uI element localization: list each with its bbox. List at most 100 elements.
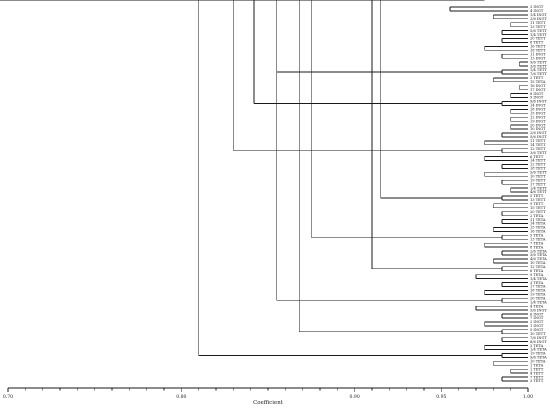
leaf-label: 19 TETA — [530, 352, 546, 356]
leaf-label: 6 TETT — [530, 155, 544, 159]
leaf-label: 12 TETT — [530, 163, 546, 167]
leaf-label: 3 TETA — [530, 344, 544, 348]
leaf-label: 10 TETT — [530, 174, 546, 178]
leaf-label: 1/4 TETA — [530, 277, 547, 281]
leaf-label: 4 TETA — [530, 304, 544, 308]
leaf-label: 13 TETA — [530, 237, 546, 241]
leaf-label: 5 TETA — [530, 234, 544, 238]
leaf-label: 9 TETA — [530, 273, 544, 277]
leaf-label: 10 TETA — [530, 360, 546, 364]
leaf-label: 8 TETT — [530, 41, 544, 45]
leaf-label: 16 TETT — [530, 45, 546, 49]
leaf-label: 9/6 INGT — [530, 100, 547, 104]
leaf-label: 12 TETT — [530, 147, 546, 151]
leaf-label: 20 INGT — [530, 123, 546, 127]
tick-label: 0.95 — [436, 394, 446, 400]
leaf-label: 5 TETT — [530, 194, 544, 198]
leaf-label: 4/6 TETA — [530, 257, 547, 261]
leaf-label: 4 INGT — [530, 9, 544, 13]
leaf-label: 1/4 TETA — [530, 348, 547, 352]
leaf-label: 2 INGT — [530, 320, 544, 324]
leaf-label: 20 TETT — [530, 210, 546, 214]
leaf-label: 10 TETT — [530, 332, 546, 336]
leaf-label: 4/6 TETT — [530, 190, 547, 194]
leaf-label: 13 TETT — [530, 25, 546, 29]
leaf-label: 1 INGT — [530, 324, 544, 328]
leaf-label: 14 TETT — [530, 159, 546, 163]
leaf-label: 5/6 TETT — [530, 29, 547, 33]
leaf-label: 8 TETA — [530, 245, 544, 249]
leaf-label: 6 INGT — [530, 312, 544, 316]
leaf-label: 9/6 TETT — [530, 60, 547, 64]
leaf-label: 14 INGT — [530, 104, 546, 108]
leaf-label: 18 TETT — [530, 167, 546, 171]
leaf-label: 1/4 TETT — [530, 186, 547, 190]
leaf-label: 19 INGT — [530, 119, 546, 123]
tick-label: 0.70 — [3, 394, 13, 400]
leaf-label: 1/4 TETT — [530, 68, 547, 72]
leaf-label: 10 INGT — [530, 127, 546, 131]
x-axis-title: Coefficient — [253, 400, 284, 406]
leaf-label: 2 TETA — [530, 214, 544, 218]
leaf-label: 17 INGT — [530, 88, 546, 92]
leaf-label: 7 INGT — [530, 316, 544, 320]
tick-label: 1.00 — [523, 394, 533, 400]
leaf-label: 1/4 TETT — [530, 33, 547, 37]
leaf-label: 3 TETT — [530, 379, 544, 383]
leaf-label: 16 INGT — [530, 84, 546, 88]
leaf-label: 7/6 INGT — [530, 336, 547, 340]
leaf-label: 11 TETA — [530, 218, 546, 222]
leaf-label: 10 TETA — [530, 261, 546, 265]
leaf-label: 11 INGT — [530, 52, 546, 56]
leaf-label: 4 TETT — [530, 371, 544, 375]
leaf-label: 19 TETT — [530, 178, 546, 182]
leaf-label: 8/6 INGT — [530, 340, 547, 344]
leaf-label: 1/4 TETA — [530, 300, 547, 304]
leaf-label: 3 TETA — [530, 281, 544, 285]
leaf-label: 7 TETT — [530, 375, 544, 379]
leaf-label: 14 TETT — [530, 143, 546, 147]
leaf-label: 9 INGT — [530, 96, 544, 100]
leaf-label: 17 TETA — [530, 285, 546, 289]
leaf-label: 11 TETT — [530, 21, 546, 25]
coefficient-axis: 0.70 0.80 0.90 0.95 1.00 — [3, 387, 533, 400]
leaf-label: 3/6 TETT — [530, 151, 547, 155]
leaf-label: 9/6 TETA — [530, 356, 547, 360]
leaf-label: 18 INGT — [530, 108, 546, 112]
leaf-label: 3/6 TETT — [530, 64, 547, 68]
leaf-label: 13 TETT — [530, 198, 546, 202]
leaf-label: 18 TETT — [530, 49, 546, 53]
leaf-label: 5/6 TETT — [530, 171, 547, 175]
leaf-label: 12 INGT — [530, 115, 546, 119]
leaf-label: 15 TETT — [530, 206, 546, 210]
leaf-label: 9 TETT — [530, 202, 544, 206]
leaf-label: 2/6 TETA — [530, 249, 547, 253]
tick-label: 0.90 — [350, 394, 360, 400]
dendrogram-branches — [0, 0, 528, 382]
leaf-label: 7/6 TETT — [530, 72, 547, 76]
leaf-label: 1 TETT — [530, 367, 544, 371]
leaf-label: 5/6 INGT — [530, 135, 547, 139]
leaf-label: 1/4 INGT — [530, 13, 547, 17]
leaf-label: 13 INGT — [530, 56, 546, 60]
leaf-label: 15 TETA — [530, 80, 546, 84]
leaf-label: 12 TETA — [530, 265, 546, 269]
leaf-label: 20 TETA — [530, 297, 546, 301]
tick-label: 0.80 — [176, 394, 186, 400]
leaf-label: 11 TETT — [530, 139, 546, 143]
leaf-label: 3/6 TETA — [530, 253, 547, 257]
leaf-label: 15 INGT — [530, 111, 546, 115]
leaf-label: 8 INGT — [530, 92, 544, 96]
leaf-label: 17 TETT — [530, 182, 546, 186]
leaf-label: 18 TETA — [530, 289, 546, 293]
leaf-label: 7 TETA — [530, 241, 544, 245]
leaf-label: 20 TETT — [530, 37, 546, 41]
leaf-label: 14 TETA — [530, 222, 546, 226]
leaf-label: 5/6 INGT — [530, 308, 547, 312]
leaf-label: 19 TETA — [530, 293, 546, 297]
leaf-label: 2/6 INGT — [530, 17, 547, 21]
leaf-label: 2 TETT — [530, 76, 544, 80]
leaf-label: 3 INGT — [530, 5, 544, 9]
